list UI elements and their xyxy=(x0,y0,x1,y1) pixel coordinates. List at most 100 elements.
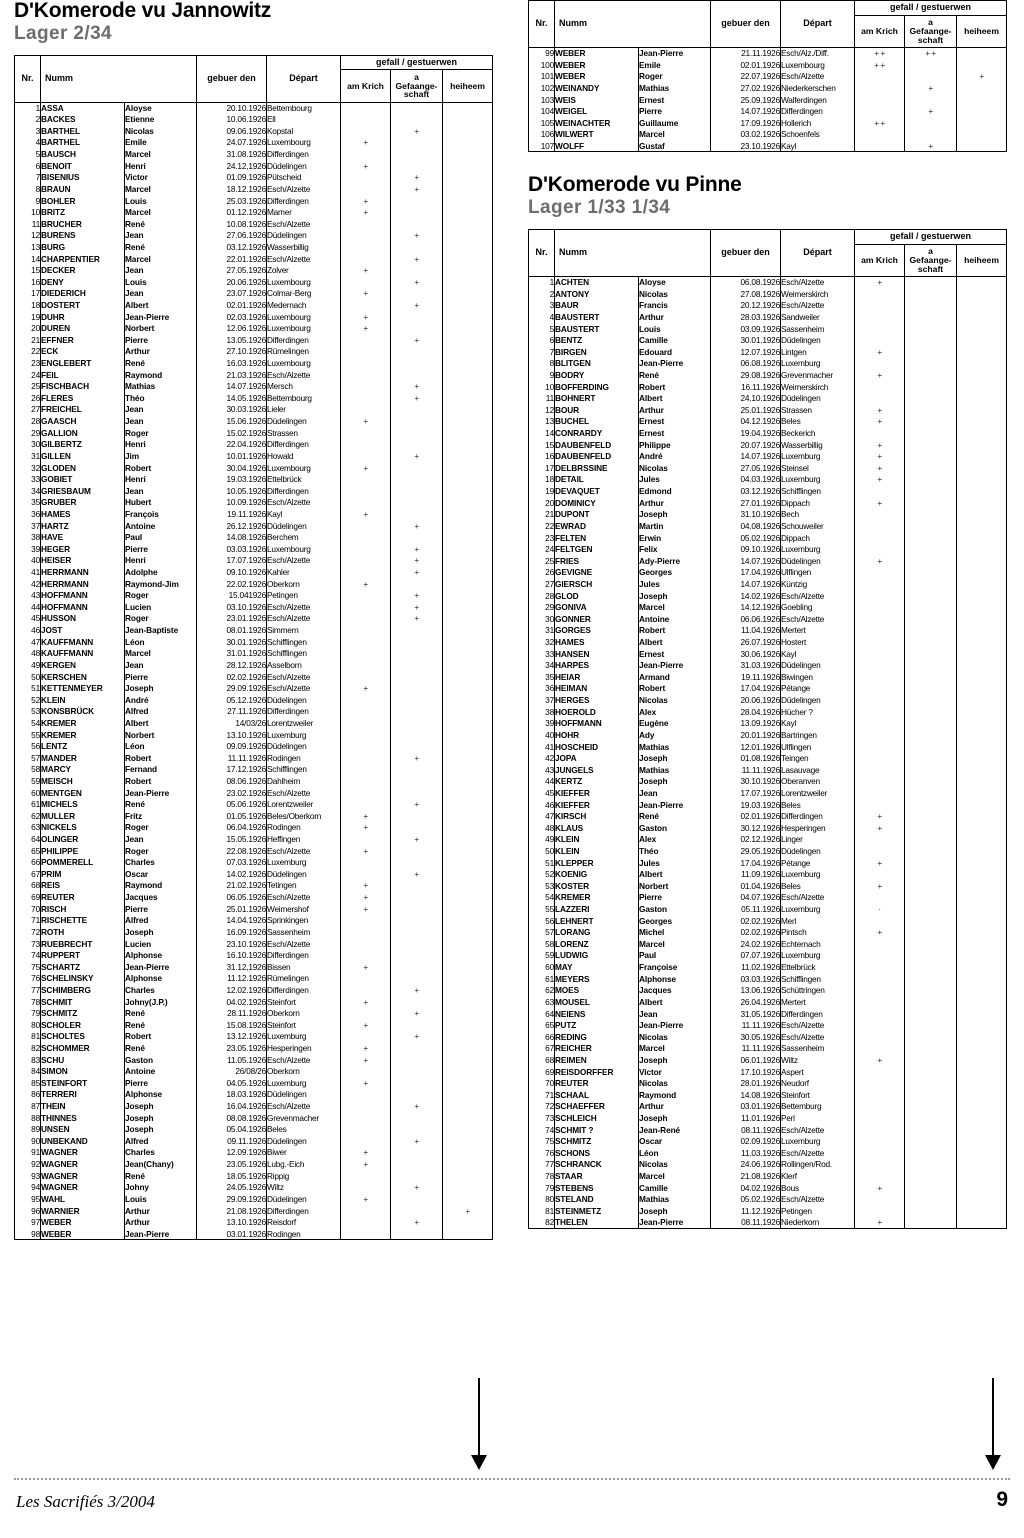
row-mark-am-krich xyxy=(854,140,906,153)
row-nr: 10 xyxy=(528,381,555,393)
table-row: 49 KLEIN Alex 02.12.1926 Linger xyxy=(528,833,1008,846)
row-mark-gefaangeschaft: + xyxy=(390,380,444,393)
row-nr: 81 xyxy=(14,1030,41,1043)
row-nr: 19 xyxy=(528,485,555,498)
row-mark-gefaangeschaft xyxy=(390,531,444,544)
row-surname: GALLION xyxy=(40,427,125,439)
row-depart: Esch/Alzette xyxy=(266,1100,342,1113)
row-nr: 84 xyxy=(14,1065,41,1078)
row-mark-gefaangeschaft: + xyxy=(390,229,444,242)
row-nr: 26 xyxy=(528,566,555,579)
table-row: 82 SCHOMMER René 23.05.1926 Hesperingen + xyxy=(14,1042,494,1055)
row-mark-heiheem xyxy=(442,682,494,695)
row-mark-gefaangeschaft xyxy=(904,1193,958,1206)
row-mark-am-krich xyxy=(854,508,906,521)
row-mark-am-krich xyxy=(340,473,392,486)
row-mark-am-krich xyxy=(854,1042,906,1055)
row-birthdate: 23.10.1926 xyxy=(196,937,268,950)
row-forename: Léon xyxy=(637,1147,712,1159)
row-nr: 14 xyxy=(14,252,41,265)
row-depart: Simmern xyxy=(266,624,342,637)
row-mark-am-krich xyxy=(340,252,392,265)
table-row: 34 HARPES Jean-Pierre 31.03.1926 Düdelingen xyxy=(528,659,1008,672)
row-mark-gefaangeschaft: + xyxy=(390,334,444,346)
row-depart: Grevenmacher xyxy=(780,369,856,382)
table-row: 32 GLODEN Robert 30.04.1926 Luxembourg + xyxy=(14,461,494,474)
row-mark-gefaangeschaft xyxy=(904,439,958,451)
row-depart: Strassen xyxy=(266,427,342,439)
row-depart: Beckerich xyxy=(780,427,856,440)
row-mark-gefaangeschaft xyxy=(390,194,444,207)
row-forename: Charles xyxy=(123,984,198,996)
row-mark-gefaangeschaft xyxy=(390,1228,444,1241)
row-mark-gefaangeschaft: + xyxy=(390,566,444,579)
row-nr: 51 xyxy=(14,682,41,695)
row-birthdate: 14.08.1926 xyxy=(710,1089,782,1101)
row-mark-gefaangeschaft xyxy=(904,555,958,567)
row-nr: 93 xyxy=(14,1170,41,1182)
row-nr: 44 xyxy=(14,601,41,613)
row-birthdate: 30.01.1926 xyxy=(196,636,268,648)
row-mark-heiheem xyxy=(956,105,1008,118)
row-mark-am-krich xyxy=(340,589,392,602)
row-depart: Schouweiler xyxy=(780,520,856,532)
row-mark-am-krich xyxy=(854,845,906,858)
row-mark-am-krich xyxy=(854,973,906,985)
table-row: 92 WAGNER Jean(Chany) 23.05.1926 Lubg.-Eich + xyxy=(14,1158,494,1171)
row-birthdate: 27.06.1926 xyxy=(196,229,268,242)
row-mark-am-krich: + xyxy=(854,276,906,289)
row-mark-am-krich xyxy=(340,937,392,950)
row-nr: 42 xyxy=(14,578,41,590)
row-birthdate: 03.01.1926 xyxy=(710,1100,782,1113)
row-mark-heiheem xyxy=(442,566,494,579)
table-row: 71 SCHAAL Raymond 14.08.1926 Steinfort xyxy=(528,1089,1008,1101)
row-nr: 4 xyxy=(528,311,555,323)
row-nr: 36 xyxy=(528,682,555,695)
table-row: 54 KREMER Pierre 04.07.1926 Esch/Alzette xyxy=(528,891,1008,904)
row-birthdate: 23.05.1926 xyxy=(196,1042,268,1055)
row-mark-heiheem xyxy=(442,520,494,532)
row-mark-gefaangeschaft xyxy=(904,299,958,312)
row-nr: 16 xyxy=(528,450,555,463)
row-mark-gefaangeschaft xyxy=(904,1124,958,1136)
table-row: 59 LUDWIG Paul 07.07.1926 Luxemburg xyxy=(528,949,1008,962)
table-row: 31 GORGES Robert 11.04.1926 Mertert xyxy=(528,624,1008,637)
row-depart: Pintsch xyxy=(780,926,856,939)
row-nr: 48 xyxy=(528,822,555,834)
row-mark-gefaangeschaft xyxy=(904,543,958,556)
row-mark-gefaangeschaft xyxy=(390,647,444,660)
row-nr: 99 xyxy=(528,47,555,60)
row-surname: GLODEN xyxy=(40,461,125,474)
row-mark-heiheem xyxy=(956,1031,1008,1043)
row-nr: 62 xyxy=(528,984,555,997)
row-nr: 49 xyxy=(528,833,555,846)
section-title: D'Komerode vu Pinne xyxy=(528,173,742,197)
row-mark-heiheem xyxy=(956,1077,1008,1090)
row-mark-heiheem xyxy=(956,311,1008,323)
row-birthdate: 17.07.1926 xyxy=(196,554,268,567)
row-mark-am-krich: + xyxy=(854,439,906,451)
row-mark-heiheem xyxy=(442,937,494,950)
row-birthdate: 06.04.1926 xyxy=(196,821,268,834)
row-depart: Düdelingen xyxy=(266,1193,342,1205)
row-depart: Bech xyxy=(780,508,856,521)
row-depart: Differdingen xyxy=(266,705,342,718)
row-mark-gefaangeschaft xyxy=(390,345,444,358)
row-birthdate: 04.05.1926 xyxy=(196,1077,268,1089)
row-mark-am-krich xyxy=(854,996,906,1008)
row-mark-heiheem: + xyxy=(442,1204,494,1217)
table-row: 42 HERRMANN Raymond-Jim 22.02.1926 Oberkorn + xyxy=(14,578,494,590)
row-forename: Jean xyxy=(123,485,198,497)
row-surname: HAMES xyxy=(554,636,639,649)
row-depart: Esch/Alzette xyxy=(266,670,342,683)
row-surname: WARNIER xyxy=(40,1204,125,1217)
row-nr: 32 xyxy=(528,636,555,649)
row-mark-gefaangeschaft xyxy=(904,949,958,962)
row-surname: MARCY xyxy=(40,763,125,776)
row-forename: Nicolas xyxy=(637,288,712,300)
row-birthdate: 23.07.1926 xyxy=(196,287,268,300)
row-birthdate: 10.05.1926 xyxy=(196,485,268,497)
table-row: 1 ACHTEN Aloyse 06.08.1926 Esch/Alzette + xyxy=(528,276,1008,289)
row-mark-gefaangeschaft xyxy=(390,101,444,114)
row-birthdate: 08.11.1926 xyxy=(710,1216,782,1229)
